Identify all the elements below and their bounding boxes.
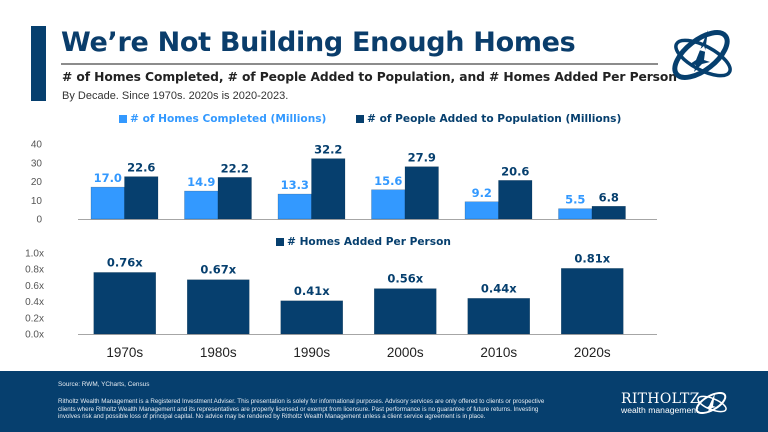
legend-swatch-people-added: [356, 115, 364, 123]
top-y-tick-label: 30: [31, 158, 43, 169]
legend-label-homes-per-person: # Homes Added Per Person: [287, 236, 451, 248]
data-label-homes-completed: 13.3: [281, 178, 309, 192]
bottom-y-tick-label: 0.6x: [25, 281, 44, 292]
bottom-y-tick-label: 1.0x: [25, 249, 44, 260]
bar-people-added: [404, 166, 439, 220]
bar-people-added: [124, 176, 159, 220]
footer-band: [0, 371, 768, 432]
data-label-people-added: 27.9: [408, 151, 436, 165]
footer-emblem-icon: [695, 391, 727, 415]
legend-swatch-homes-per-person: [276, 238, 284, 246]
data-label-homes-completed: 15.6: [374, 174, 402, 188]
x-category-label: 1990s: [293, 345, 330, 360]
title-accent-bar: [31, 26, 46, 101]
bar-homes-completed: [90, 186, 125, 220]
legend-label-homes-completed: # of Homes Completed (Millions): [130, 113, 327, 125]
data-label-people-added: 20.6: [501, 164, 529, 178]
legend-item-homes-per-person: # Homes Added Per Person: [276, 236, 451, 248]
bar-people-added: [498, 180, 533, 220]
bottom-y-tick-label: 0.4x: [25, 297, 44, 308]
title-divider: [61, 63, 658, 65]
bar-homes-per-person: [93, 272, 156, 335]
data-label-people-added: 6.8: [599, 190, 619, 204]
x-category-label: 1970s: [106, 345, 143, 360]
bar-homes-per-person: [187, 279, 250, 335]
bar-homes-completed: [277, 193, 312, 220]
bar-homes-completed: [464, 201, 499, 220]
data-label-people-added: 22.6: [127, 161, 155, 175]
x-category-label: 2020s: [574, 345, 611, 360]
bar-homes-completed: [184, 190, 219, 220]
x-category-label: 2010s: [480, 345, 517, 360]
bar-homes-per-person: [374, 288, 437, 335]
bar-people-added: [591, 206, 626, 220]
disclaimer-text: Ritholtz Wealth Management is a Register…: [58, 398, 545, 421]
data-label-homes-completed: 9.2: [472, 186, 492, 200]
data-label-homes-per-person: 0.44x: [481, 281, 517, 295]
legend-label-people-added: # of People Added to Population (Million…: [367, 113, 622, 125]
data-label-people-added: 32.2: [314, 143, 342, 157]
x-category-label: 1980s: [200, 345, 237, 360]
data-label-homes-completed: 17.0: [94, 171, 122, 185]
bar-people-added: [217, 177, 252, 220]
data-label-homes-per-person: 0.76x: [107, 255, 143, 269]
data-label-homes-per-person: 0.67x: [200, 263, 236, 277]
source-note: Source: RWM, YCharts, Census: [58, 381, 150, 388]
footer-brand-logo: RITHOLTZ wealth management: [621, 392, 700, 415]
bar-homes-completed: [558, 208, 593, 220]
footer-brand-sub: wealth management: [621, 405, 699, 415]
top-y-tick-label: 20: [31, 177, 43, 188]
x-category-label: 2000s: [387, 345, 424, 360]
chart-subtitle: # of Homes Completed, # of People Added …: [62, 70, 677, 84]
data-label-homes-per-person: 0.56x: [387, 272, 423, 286]
data-label-homes-per-person: 0.41x: [294, 284, 330, 298]
legend-item-people-added: # of People Added to Population (Million…: [356, 113, 621, 125]
ritholtz-orbit-emblem-icon: [672, 30, 732, 80]
footer-brand-name: RITHOLTZ: [621, 391, 700, 407]
data-label-people-added: 22.2: [221, 161, 249, 175]
bar-homes-completed: [371, 189, 406, 220]
bar-homes-per-person: [280, 300, 343, 335]
bottom-y-tick-label: 0.8x: [25, 265, 44, 276]
bar-people-added: [311, 158, 346, 220]
bottom-y-tick-label: 0.0x: [25, 330, 44, 341]
page-title: We’re Not Building Enough Homes: [61, 27, 576, 58]
bar-homes-per-person: [467, 298, 530, 335]
data-label-homes-per-person: 0.81x: [574, 251, 610, 265]
data-label-homes-completed: 14.9: [187, 175, 215, 189]
data-label-homes-completed: 5.5: [565, 193, 585, 207]
bar-homes-per-person: [561, 268, 624, 335]
top-y-tick-label: 0: [36, 215, 42, 226]
chart-note: By Decade. Since 1970s. 2020s is 2020-20…: [62, 90, 289, 102]
legend-item-homes-completed: # of Homes Completed (Millions): [119, 113, 326, 125]
bottom-y-tick-label: 0.2x: [25, 313, 44, 324]
top-y-tick-label: 40: [31, 140, 43, 151]
legend-swatch-homes-completed: [119, 115, 127, 123]
top-y-tick-label: 10: [31, 196, 43, 207]
